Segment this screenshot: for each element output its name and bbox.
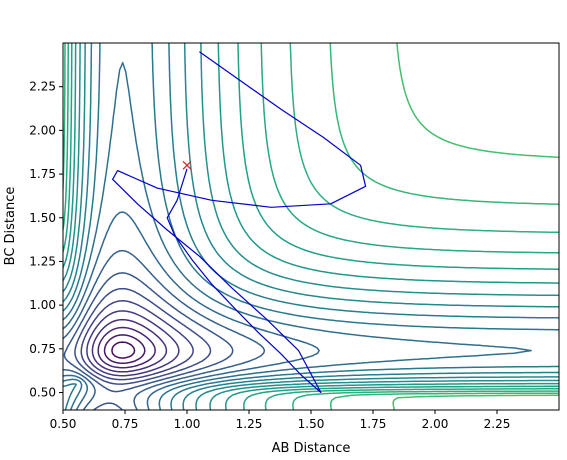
y-tick-label: 1.25	[29, 254, 56, 268]
contour-level	[63, 61, 532, 410]
contour-level	[329, 43, 559, 410]
contour-level	[63, 43, 559, 410]
contour-level	[392, 43, 559, 410]
contour-level	[80, 300, 194, 381]
contour-level	[63, 272, 234, 410]
contour-level	[91, 318, 168, 373]
y-tick-label: 1.75	[29, 167, 56, 181]
contour-level	[63, 249, 266, 410]
x-tick-label: 1.50	[298, 417, 325, 431]
y-tick-label: 2.00	[29, 123, 56, 137]
marker-layer	[182, 160, 192, 170]
contour-level	[111, 341, 136, 359]
x-axis-label: AB Distance	[272, 441, 351, 456]
start-point-marker	[182, 160, 192, 170]
contour-level	[63, 43, 559, 410]
y-tick-label: 0.75	[29, 342, 56, 356]
contour-level	[97, 326, 156, 369]
x-tick-label: 1.25	[236, 417, 263, 431]
x-tick-label: 2.00	[422, 417, 449, 431]
contour-level	[74, 287, 212, 385]
x-tick-label: 1.75	[360, 417, 387, 431]
trajectory-layer	[112, 51, 367, 394]
contour-level	[63, 43, 559, 410]
y-tick-label: 0.50	[29, 386, 56, 400]
contour-level	[103, 334, 146, 365]
contour-level	[63, 43, 559, 410]
y-tick-label: 1.00	[29, 298, 56, 312]
contour-level	[63, 43, 559, 410]
contour-level	[63, 211, 320, 410]
x-tick-label: 1.00	[174, 417, 201, 431]
y-tick-label: 1.50	[29, 211, 56, 225]
trajectory-line	[112, 51, 367, 394]
y-axis-label: BC Distance	[3, 187, 18, 266]
contour-level	[86, 310, 180, 377]
y-tick-label: 2.25	[29, 80, 56, 94]
x-tick-label: 0.75	[112, 417, 139, 431]
x-tick-label: 2.25	[484, 417, 511, 431]
x-axis-ticks: 0.50 0.75 1.00 1.25 1.50 1.75 2.00 2.25	[50, 410, 511, 431]
x-tick-label: 0.50	[50, 417, 77, 431]
contour-level	[63, 43, 559, 410]
y-axis-ticks: 0.50 0.75 1.00 1.25 1.50 1.75 2.00 2.25	[29, 80, 63, 400]
contour-level	[63, 43, 559, 410]
contour-lines	[63, 43, 559, 410]
